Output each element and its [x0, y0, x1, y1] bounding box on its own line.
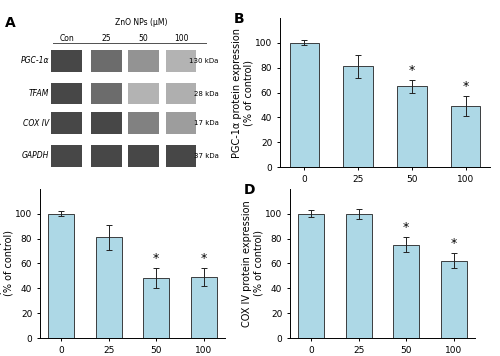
X-axis label: Concentration (μM): Concentration (μM): [332, 189, 438, 199]
Text: 17 kDa: 17 kDa: [194, 120, 218, 126]
Text: 37 kDa: 37 kDa: [194, 153, 218, 159]
Text: 25: 25: [102, 34, 111, 43]
Bar: [298, 214, 324, 338]
Bar: [290, 43, 319, 167]
Bar: [51, 145, 82, 167]
Text: COX IV: COX IV: [23, 119, 49, 128]
Bar: [166, 83, 196, 104]
Text: *: *: [200, 252, 206, 265]
Bar: [128, 112, 159, 134]
Text: 130 kDa: 130 kDa: [189, 58, 218, 64]
Text: A: A: [5, 16, 16, 30]
Text: PGC-1α: PGC-1α: [20, 56, 49, 66]
Bar: [51, 83, 82, 104]
Text: TFAM: TFAM: [28, 89, 49, 98]
Text: *: *: [153, 252, 160, 265]
Bar: [96, 237, 122, 338]
Text: GAPDH: GAPDH: [22, 151, 49, 161]
Text: 28 kDa: 28 kDa: [194, 91, 218, 97]
FancyBboxPatch shape: [54, 43, 208, 44]
Text: B: B: [234, 12, 244, 26]
Text: ZnO NPs (μM): ZnO NPs (μM): [115, 17, 168, 26]
Bar: [128, 50, 159, 72]
Bar: [166, 50, 196, 72]
Text: D: D: [244, 183, 256, 197]
Bar: [393, 245, 419, 338]
Y-axis label: TFAM protein expression
(% of control): TFAM protein expression (% of control): [0, 204, 14, 323]
Bar: [91, 83, 122, 104]
Bar: [128, 145, 159, 167]
Text: Con: Con: [59, 34, 74, 43]
Y-axis label: COX IV protein expression
(% of control): COX IV protein expression (% of control): [242, 200, 264, 327]
Bar: [190, 277, 216, 338]
Y-axis label: PGC-1α protein expression
(% of control): PGC-1α protein expression (% of control): [232, 27, 254, 158]
Text: 100: 100: [174, 34, 188, 43]
Bar: [128, 83, 159, 104]
Bar: [397, 87, 426, 167]
Bar: [166, 145, 196, 167]
Text: *: *: [409, 64, 415, 77]
Bar: [91, 50, 122, 72]
Text: *: *: [450, 237, 456, 250]
Bar: [451, 106, 480, 167]
Bar: [344, 66, 373, 167]
Text: *: *: [403, 221, 409, 234]
Bar: [440, 261, 466, 338]
Bar: [91, 145, 122, 167]
Bar: [143, 278, 169, 338]
Bar: [48, 214, 74, 338]
Bar: [346, 214, 372, 338]
Bar: [51, 112, 82, 134]
Bar: [51, 50, 82, 72]
Bar: [91, 112, 122, 134]
Text: *: *: [462, 80, 469, 93]
Bar: [166, 112, 196, 134]
Text: 50: 50: [138, 34, 148, 43]
